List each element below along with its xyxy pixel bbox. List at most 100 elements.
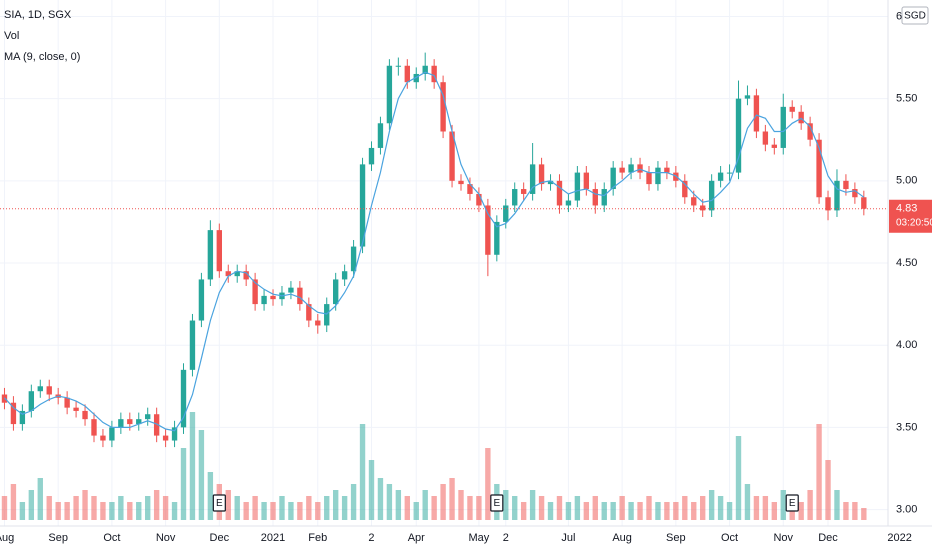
candle-body: [565, 200, 572, 206]
volume-bar: [538, 496, 545, 520]
volume-layer: [1, 412, 867, 520]
volume-bar: [458, 490, 464, 520]
volume-bar: [708, 490, 715, 520]
y-tick-label: 4.50: [896, 257, 917, 269]
candle-body: [243, 271, 249, 280]
earnings-marker[interactable]: [212, 494, 226, 512]
volume-bar: [404, 496, 410, 520]
volume-bar: [288, 502, 294, 520]
ma-line: [4, 71, 865, 432]
candle-body: [82, 410, 88, 420]
volume-bar: [73, 496, 79, 520]
candle-body: [162, 435, 169, 441]
x-tick-label: May: [469, 532, 490, 544]
volume-bar: [691, 502, 697, 520]
candle-body: [180, 369, 187, 428]
volume-bar: [717, 496, 724, 520]
volume-bar: [619, 496, 625, 520]
candle-body: [753, 95, 760, 132]
volume-bar: [118, 496, 124, 520]
candle-body: [708, 180, 715, 211]
candle-body: [726, 172, 733, 174]
volume-bar: [601, 502, 607, 520]
countdown-label: 03:20:50: [896, 217, 932, 228]
volume-bar: [807, 490, 813, 520]
volume-bar: [207, 472, 214, 520]
candle-body: [449, 131, 455, 181]
candle-body: [807, 123, 813, 140]
candle-body: [771, 144, 777, 148]
volume-bar: [529, 490, 536, 520]
grid: [0, 0, 888, 526]
x-tick-label: Nov: [773, 532, 793, 544]
x-tick-label: Oct: [721, 532, 738, 544]
candle-body: [700, 205, 706, 211]
candle-body: [503, 205, 509, 222]
candle-body: [395, 65, 402, 67]
volume-bar: [440, 484, 446, 520]
earnings-label: E: [493, 498, 500, 509]
volume-bar: [753, 496, 760, 520]
indicator-ma: MA (9, close, 0): [4, 51, 80, 63]
volume-bar: [162, 496, 169, 520]
y-tick-label: 5.50: [896, 93, 917, 105]
candle-body: [109, 427, 115, 441]
candle-body: [198, 279, 205, 321]
candle-body: [583, 172, 590, 190]
x-tick-label: 2: [368, 532, 374, 544]
candle-body: [556, 180, 563, 206]
candle-body: [91, 419, 97, 436]
candle-body: [413, 73, 419, 83]
candle-body: [601, 189, 607, 206]
x-tick-label: Dec: [818, 532, 838, 544]
candle-body: [350, 246, 357, 272]
earnings-marker[interactable]: [490, 494, 504, 512]
candle-body: [368, 147, 375, 165]
volume-bar: [377, 478, 384, 520]
y-tick-label: 5.00: [896, 175, 917, 187]
volume-bar: [852, 502, 858, 520]
candle-body: [574, 172, 581, 201]
volume-bar: [646, 496, 652, 520]
volume-bar: [476, 496, 482, 520]
candle-body: [637, 164, 643, 173]
volume-bar: [279, 496, 285, 520]
volume-bar: [270, 502, 276, 520]
candle-body: [476, 193, 482, 206]
volume-bar: [252, 496, 258, 520]
volume-bar: [700, 496, 706, 520]
volume-bar: [825, 460, 831, 520]
volume-bar: [225, 490, 231, 520]
volume-bar: [82, 490, 88, 520]
volume-bar: [109, 502, 115, 520]
candle-body: [547, 180, 554, 185]
x-tick-label: Dec: [210, 532, 230, 544]
earnings-marker[interactable]: [785, 494, 799, 512]
volume-bar: [145, 496, 151, 520]
volume-bar: [422, 490, 428, 520]
axis-layer: 3.003.504.004.505.005.506.00AugSepOctNov…: [0, 6, 932, 544]
volume-bar: [324, 496, 330, 520]
volume-bar: [333, 490, 339, 520]
currency-box[interactable]: [901, 6, 929, 25]
volume-bar: [359, 424, 366, 520]
volume-bar: [341, 496, 348, 520]
y-tick-label: 4.00: [896, 339, 917, 351]
candle-body: [780, 106, 786, 148]
volume-bar: [243, 502, 249, 520]
volume-bar: [64, 502, 70, 520]
volume-bar: [395, 490, 402, 520]
candle-body: [834, 180, 840, 211]
volume-bar: [744, 484, 751, 520]
x-tick-label: Sep: [666, 532, 686, 544]
volume-bar: [673, 502, 679, 520]
volume-bar: [198, 430, 205, 520]
candle-body: [852, 189, 858, 198]
volume-bar: [368, 460, 375, 520]
candle-body: [789, 106, 795, 112]
candle-body: [664, 167, 670, 173]
x-tick-label: Aug: [612, 532, 632, 544]
x-tick-label: 2021: [261, 532, 285, 544]
volume-bar: [780, 490, 786, 520]
volume-bar: [682, 496, 688, 520]
